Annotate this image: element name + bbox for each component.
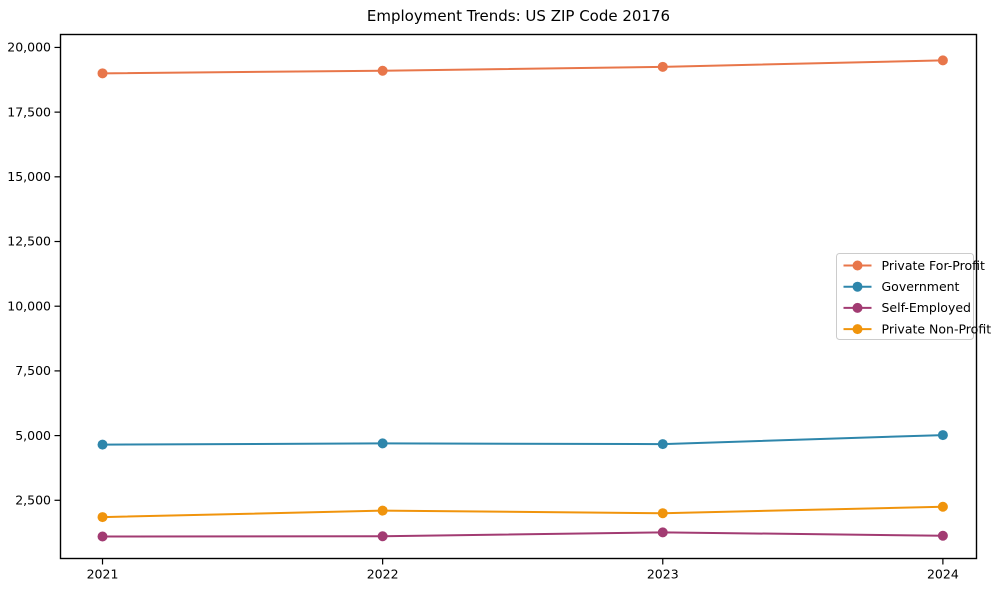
series-line bbox=[101, 505, 944, 519]
data-point-marker bbox=[97, 512, 108, 523]
legend: Private For-Profit Government Self-Employe… bbox=[836, 253, 992, 340]
y-tick-label: 17,500 bbox=[7, 104, 51, 119]
y-tick-label: 15,000 bbox=[7, 169, 51, 184]
legend-label: Government bbox=[882, 279, 960, 294]
x-tick-label: 2023 bbox=[647, 567, 679, 582]
legend-label: Private Non-Profit bbox=[882, 321, 992, 336]
y-tick-label: 7,500 bbox=[15, 363, 51, 378]
data-point-marker bbox=[937, 530, 948, 541]
legend-item: Government bbox=[843, 279, 960, 294]
x-tick-label: 2024 bbox=[927, 567, 959, 582]
series-government bbox=[97, 430, 948, 450]
y-tick-label: 12,500 bbox=[7, 234, 51, 249]
data-point-marker bbox=[937, 501, 948, 512]
series-self-employed bbox=[97, 527, 948, 542]
data-point-marker bbox=[97, 531, 108, 542]
y-tick-label: 2,500 bbox=[15, 492, 51, 507]
data-point-marker bbox=[377, 65, 388, 76]
legend-label: Private For-Profit bbox=[882, 258, 985, 273]
data-point-marker bbox=[97, 68, 108, 79]
data-point-marker bbox=[97, 439, 108, 450]
chart-title: Employment Trends: US ZIP Code 20176 bbox=[366, 7, 671, 25]
series-line bbox=[101, 531, 944, 538]
legend-marker bbox=[852, 260, 863, 271]
x-axis: 2021 2022 2023 2024 bbox=[87, 558, 959, 582]
legend-marker bbox=[852, 302, 863, 313]
legend-marker bbox=[852, 324, 863, 335]
data-point-marker bbox=[657, 61, 668, 72]
plot-frame bbox=[59, 33, 978, 560]
x-tick-label: 2022 bbox=[367, 567, 399, 582]
legend-label: Self-Employed bbox=[882, 300, 971, 315]
y-tick-label: 20,000 bbox=[7, 40, 51, 55]
legend-marker bbox=[852, 281, 863, 292]
series-line bbox=[101, 59, 944, 75]
series-private-for-profit bbox=[97, 55, 948, 79]
legend-item: Private Non-Profit bbox=[843, 321, 992, 336]
y-axis: 2,500 5,000 7,500 10,000 12,500 15,000 17,500 2… bbox=[7, 40, 61, 507]
data-point-marker bbox=[657, 527, 668, 538]
data-point-marker bbox=[377, 531, 388, 542]
legend-item: Self-Employed bbox=[843, 300, 971, 315]
data-point-marker bbox=[937, 430, 948, 441]
y-tick-label: 5,000 bbox=[15, 428, 51, 443]
y-tick-label: 10,000 bbox=[7, 298, 51, 313]
x-tick-label: 2021 bbox=[87, 567, 119, 582]
series-line bbox=[101, 434, 944, 446]
legend-item: Private For-Profit bbox=[843, 258, 985, 273]
legend-box bbox=[836, 253, 974, 340]
data-point-marker bbox=[377, 438, 388, 449]
data-point-marker bbox=[377, 505, 388, 516]
data-point-marker bbox=[657, 508, 668, 519]
data-point-marker bbox=[657, 439, 668, 450]
series-private-non-profit bbox=[97, 501, 948, 523]
data-point-marker bbox=[937, 55, 948, 66]
